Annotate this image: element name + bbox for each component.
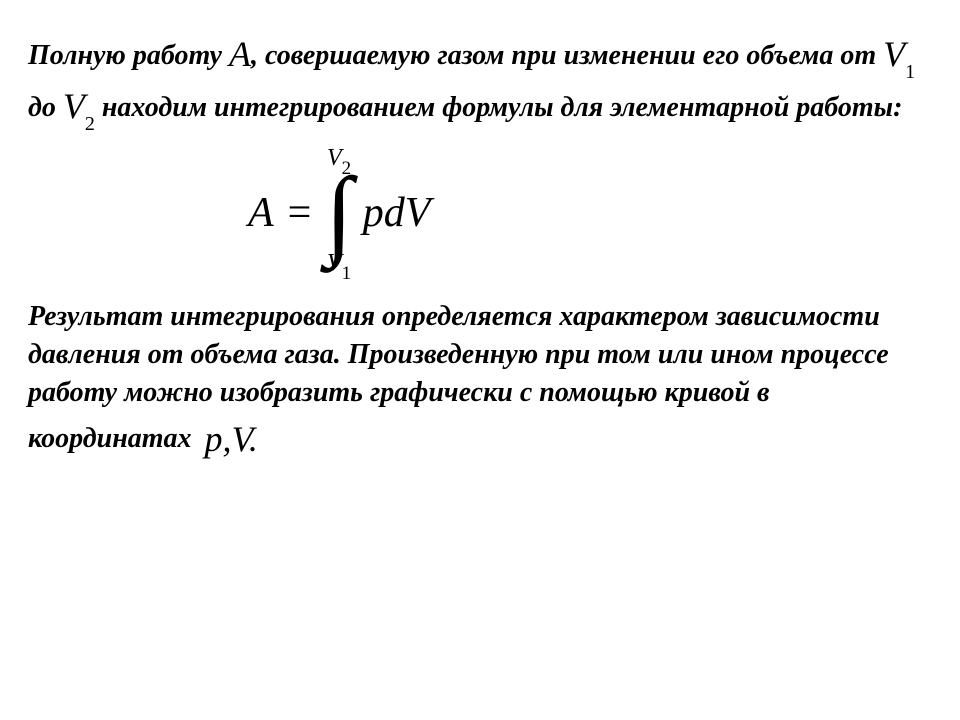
var-V2-base: V (63, 86, 85, 126)
var-V1-base: V (883, 34, 905, 74)
var-V2: V2 (63, 86, 95, 126)
var-V1-sub: 1 (905, 61, 915, 83)
text-1d: находим интегрированием формулы для элем… (95, 92, 903, 123)
paragraph-2: Результат интегрирования определяется ха… (28, 298, 920, 460)
formula: A = V 2 ∫ V1 pdV (248, 146, 430, 280)
text-2a: Результат интегрирования определяется ха… (28, 301, 889, 454)
formula-eq: = (288, 189, 312, 237)
text-1a: Полную работу (28, 40, 229, 71)
formula-block: A = V 2 ∫ V1 pdV (28, 146, 920, 280)
integral-lower-sub: 1 (342, 263, 352, 284)
var-pV: p,V. (192, 419, 258, 459)
integral-lower: V1 (327, 251, 351, 280)
var-V2-sub: 2 (85, 113, 95, 135)
var-A: A (229, 34, 251, 74)
formula-lhs: A (248, 189, 274, 237)
integral-sign: ∫ (325, 173, 352, 253)
integral-upper-sub: 2 (342, 158, 352, 179)
text-1b: , совершаемую газом при изменении его об… (251, 40, 883, 71)
integral-lower-V: V (327, 250, 342, 276)
paragraph-1: Полную работу A, совершаемую газом при и… (28, 28, 920, 132)
var-V1: V1 (883, 34, 915, 74)
integral: V 2 ∫ V1 (325, 146, 352, 280)
text-1c: до (28, 92, 63, 123)
formula-integrand: pdV (363, 189, 431, 237)
page: Полную работу A, совершаемую газом при и… (0, 0, 960, 720)
